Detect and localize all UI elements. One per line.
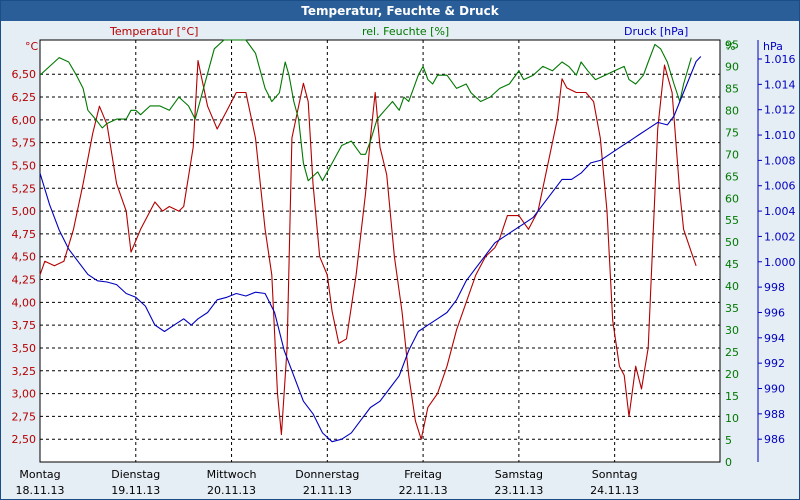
legend-temperature: Temperatur [°C] <box>109 25 198 38</box>
x-tick-day: Mittwoch <box>207 468 257 481</box>
tick-label-temperature: 2,75 <box>12 410 37 423</box>
tick-label-pressure: 998 <box>764 281 785 294</box>
x-tick-day: Samstag <box>495 468 543 481</box>
x-tick-day: Montag <box>19 468 60 481</box>
tick-label-temperature: 3,50 <box>12 342 37 355</box>
x-tick-day: Donnerstag <box>295 468 359 481</box>
tick-label-pressure: 1.010 <box>764 129 796 142</box>
x-tick-date: 18.11.13 <box>16 484 65 497</box>
tick-label-temperature: 6,25 <box>12 91 37 104</box>
plot-area <box>39 39 721 463</box>
tick-label-temperature: 4,00 <box>12 296 37 309</box>
tick-label-humidity: 70 <box>725 148 739 161</box>
tick-label-humidity: 80 <box>725 104 739 117</box>
x-tick-date: 20.11.13 <box>207 484 256 497</box>
data-series <box>39 39 702 443</box>
unit-celsius: °C <box>25 40 39 53</box>
tick-label-temperature: 3,25 <box>12 365 37 378</box>
temperature-line <box>39 59 697 440</box>
tick-label-pressure: 1.008 <box>764 154 796 167</box>
tick-label-temperature: 2,50 <box>12 433 37 446</box>
tick-label-pressure: 1.004 <box>764 205 796 218</box>
x-tick-date: 19.11.13 <box>111 484 160 497</box>
x-tick-day: Dienstag <box>111 468 160 481</box>
humidity-line <box>39 39 692 182</box>
tick-label-humidity: 5 <box>725 434 732 447</box>
tick-label-pressure: 996 <box>764 306 785 319</box>
tick-label-temperature: 4,25 <box>12 274 37 287</box>
tick-label-temperature: 4,50 <box>12 251 37 264</box>
tick-label-temperature: 5,00 <box>12 205 37 218</box>
tick-label-temperature: 4,75 <box>12 228 37 241</box>
tick-label-humidity: 0 <box>725 456 732 469</box>
tick-label-temperature: 5,75 <box>12 137 37 150</box>
tick-label-humidity: 20 <box>725 368 739 381</box>
tick-label-humidity: 50 <box>725 236 739 249</box>
unit-percent: % <box>725 40 735 53</box>
legend-pressure: Druck [hPa] <box>624 25 688 38</box>
tick-label-pressure: 990 <box>764 382 785 395</box>
tick-label-pressure: 988 <box>764 408 785 421</box>
x-tick-date: 24.11.13 <box>590 484 639 497</box>
x-tick-day: Freitag <box>404 468 442 481</box>
tick-label-humidity: 30 <box>725 324 739 337</box>
tick-label-pressure: 1.016 <box>764 53 796 66</box>
tick-label-pressure: 994 <box>764 332 785 345</box>
tick-label-temperature: 3,75 <box>12 319 37 332</box>
tick-label-humidity: 55 <box>725 214 739 227</box>
tick-label-pressure: 1.000 <box>764 256 796 269</box>
chart-title: Temperatur, Feuchte & Druck <box>1 1 799 21</box>
tick-label-pressure: 1.014 <box>764 78 796 91</box>
tick-label-temperature: 6,50 <box>12 68 37 81</box>
tick-label-humidity: 35 <box>725 302 739 315</box>
tick-label-humidity: 65 <box>725 170 739 183</box>
tick-label-temperature: 5,50 <box>12 159 37 172</box>
tick-label-pressure: 992 <box>764 357 785 370</box>
unit-hpa: hPa <box>763 40 783 53</box>
x-tick-date: 23.11.13 <box>494 484 543 497</box>
x-tick-date: 22.11.13 <box>399 484 448 497</box>
x-tick-date: 21.11.13 <box>303 484 352 497</box>
x-tick-day: Sonntag <box>592 468 638 481</box>
tick-label-humidity: 40 <box>725 280 739 293</box>
tick-label-temperature: 6,00 <box>12 114 37 127</box>
axis-ticks: 2,50 2,75 3,00 3,25 3,50 3,75 4,00 4,25 4,50 4,75… <box>12 38 796 497</box>
tick-label-temperature: 3,00 <box>12 388 37 401</box>
tick-label-humidity: 95 <box>725 38 739 51</box>
tick-label-humidity: 10 <box>725 412 739 425</box>
tick-label-humidity: 85 <box>725 82 739 95</box>
tick-label-pressure: 1.002 <box>764 230 796 243</box>
tick-label-humidity: 45 <box>725 258 739 271</box>
tick-label-humidity: 25 <box>725 346 739 359</box>
tick-label-humidity: 75 <box>725 126 739 139</box>
pressure-line <box>39 56 702 443</box>
tick-label-temperature: 5,25 <box>12 182 37 195</box>
tick-label-pressure: 1.012 <box>764 104 796 117</box>
tick-label-humidity: 60 <box>725 192 739 205</box>
tick-label-humidity: 90 <box>725 60 739 73</box>
tick-label-pressure: 986 <box>764 433 785 446</box>
legend-humidity: rel. Feuchte [%] <box>362 25 449 38</box>
tick-label-humidity: 15 <box>725 390 739 403</box>
tick-label-pressure: 1.006 <box>764 180 796 193</box>
